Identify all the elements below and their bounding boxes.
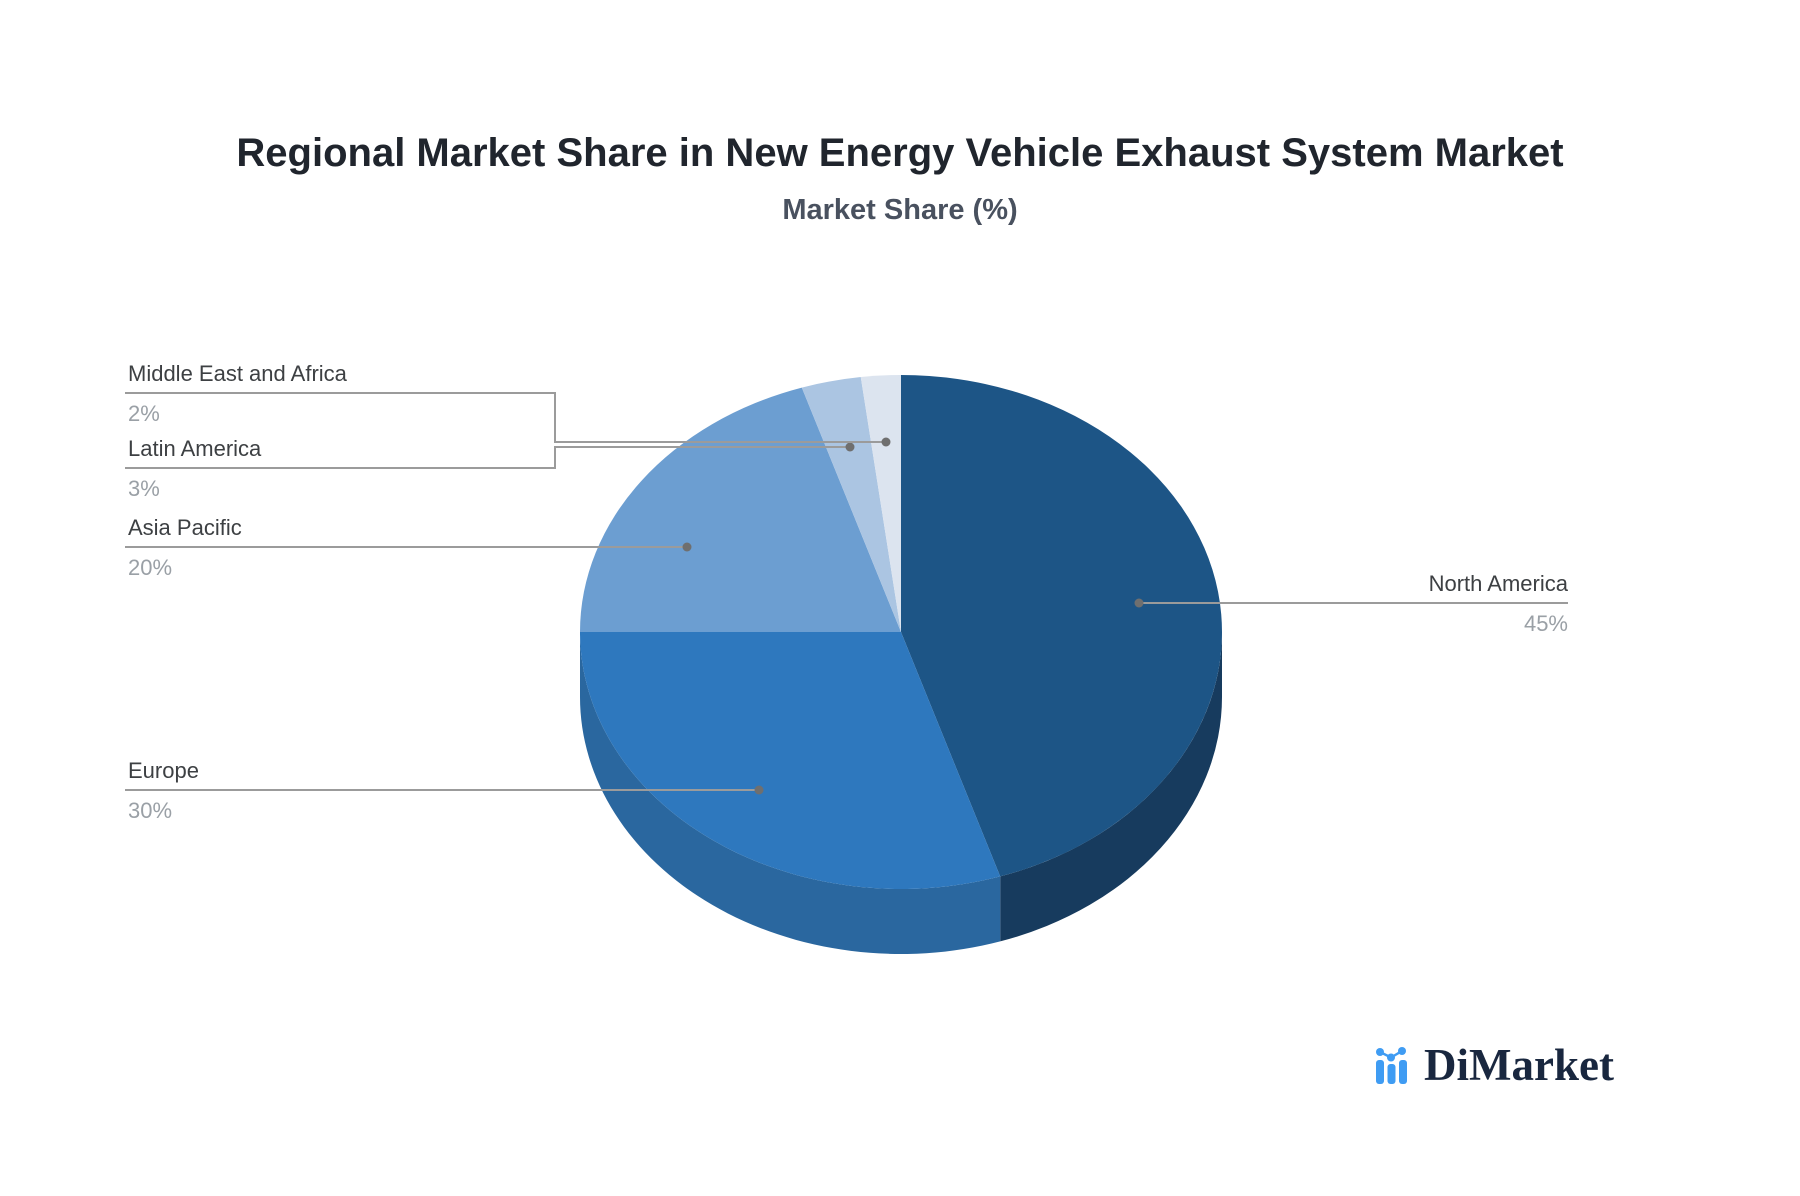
pie-slice-asia-pacific[interactable] [580,387,901,632]
label-dot-north-america [1134,598,1144,608]
bar-line-chart-icon [1376,1047,1407,1084]
label-dot-latin-america [845,442,855,452]
pie-slice-side-europe [579,632,1001,954]
label-dot-europe [754,785,764,795]
label-dot-asia-pacific [682,542,692,552]
logo: DiMarket [1368,1042,1614,1088]
label-line-middle-east-and-africa [125,392,886,443]
logo-text: DiMarket [1424,1040,1614,1090]
pie-slice-north-america[interactable] [901,375,1222,877]
label-line-latin-america [125,446,850,469]
label-dot-middle-east-and-africa [881,437,891,447]
pie-slice-latin-america[interactable] [801,377,901,632]
chart-title: Regional Market Share in New Energy Vehi… [236,131,1564,175]
chart-subtitle: Market Share (%) [782,194,1018,226]
pie-slice-middle-east-and-africa[interactable] [860,375,901,632]
pie-slice-europe[interactable] [579,632,1001,889]
pie-slice-side-north-america [1000,632,1222,942]
